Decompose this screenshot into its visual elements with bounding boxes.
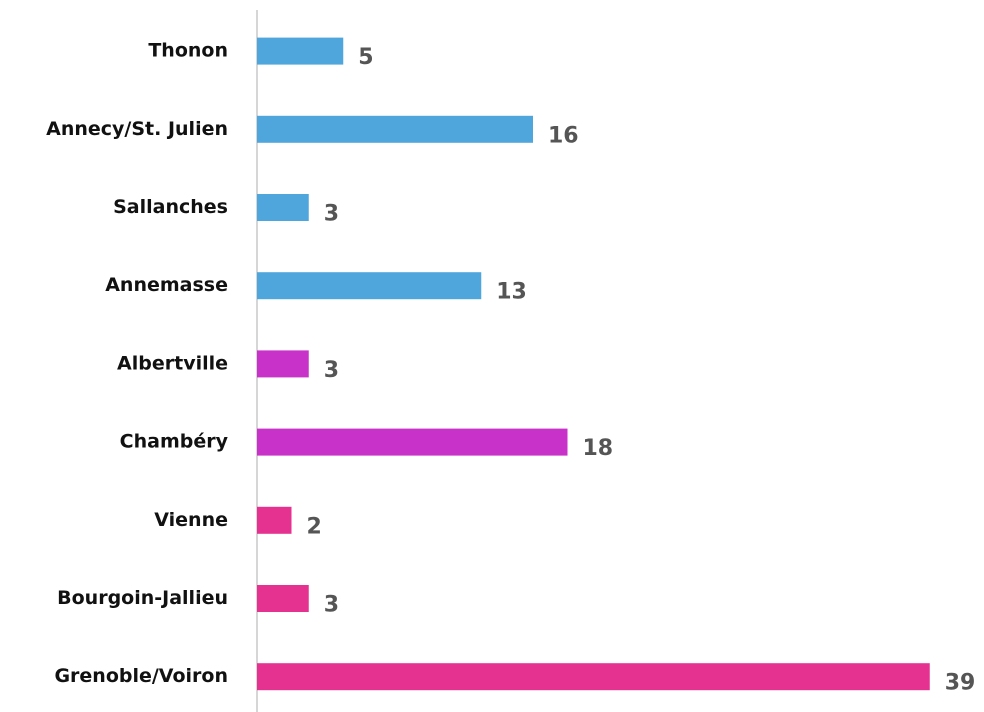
category-label: Thonon xyxy=(148,40,228,62)
value-label: 18 xyxy=(583,436,614,461)
bar xyxy=(257,663,930,691)
bar xyxy=(257,506,292,534)
category-label: Vienne xyxy=(154,509,228,531)
category-label: Bourgoin-Jallieu xyxy=(57,587,228,609)
category-label: Annecy/St. Julien xyxy=(46,118,228,140)
value-label: 13 xyxy=(496,280,527,305)
bar xyxy=(257,37,344,65)
bar xyxy=(257,194,309,221)
category-label: Sallanches xyxy=(113,196,228,218)
value-label: 16 xyxy=(548,123,579,148)
bar xyxy=(257,272,482,300)
bar xyxy=(257,428,568,456)
value-label: 5 xyxy=(358,45,373,70)
category-label: Chambéry xyxy=(120,431,229,453)
category-label: Grenoble/Voiron xyxy=(54,665,228,687)
bar xyxy=(257,585,309,612)
value-label: 3 xyxy=(324,202,339,227)
value-label: 3 xyxy=(324,593,339,618)
category-label: Annemasse xyxy=(105,274,228,296)
value-label: 39 xyxy=(945,671,976,696)
category-label: Albertville xyxy=(117,352,228,374)
bar xyxy=(257,115,533,143)
value-label: 3 xyxy=(324,358,339,383)
value-label: 2 xyxy=(307,514,322,539)
bar xyxy=(257,350,309,378)
